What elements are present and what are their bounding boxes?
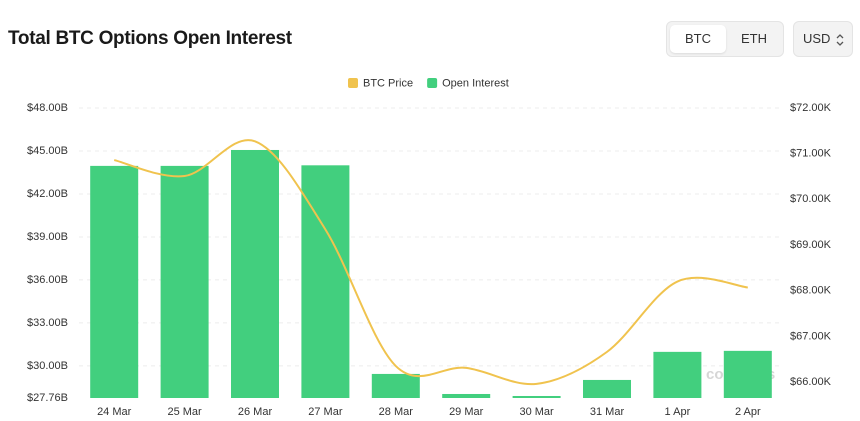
toggle-button[interactable]: ETH xyxy=(741,31,767,46)
legend-label: Open Interest xyxy=(442,77,509,89)
y2-tick-label: $72.00K xyxy=(790,102,832,114)
bar xyxy=(160,165,209,398)
y-tick-label: $33.00B xyxy=(27,317,68,329)
currency-select[interactable]: USD xyxy=(793,21,853,57)
bar xyxy=(231,149,279,398)
select-arrows xyxy=(836,34,844,46)
x-tick-label: 31 Mar xyxy=(590,406,625,418)
y-tick-label: $42.00B xyxy=(27,188,68,200)
bar xyxy=(512,395,561,398)
x-tick-label: 27 Mar xyxy=(308,406,343,418)
y2-tick-label: $71.00K xyxy=(790,148,832,160)
toggle-button[interactable]: BTC xyxy=(670,25,726,53)
y2-tick-label: $68.00K xyxy=(790,285,832,297)
bar xyxy=(442,393,491,398)
bar xyxy=(723,350,772,398)
coin-toggle: BTC ETH xyxy=(666,21,784,57)
y-tick-label: $27.76B xyxy=(27,392,68,404)
bar xyxy=(90,165,139,398)
legend-swatch xyxy=(348,78,358,88)
x-tick-label: 25 Mar xyxy=(167,406,202,418)
x-tick-label: 1 Apr xyxy=(665,406,691,418)
y-tick-label: $48.00B xyxy=(27,102,68,114)
x-tick-label: 28 Mar xyxy=(379,406,414,418)
y-tick-label: $45.00B xyxy=(27,145,68,157)
y-tick-label: $30.00B xyxy=(27,360,68,372)
bar xyxy=(371,373,420,398)
bar xyxy=(301,165,350,398)
x-tick-label: 29 Mar xyxy=(449,406,484,418)
y2-tick-label: $69.00K xyxy=(790,239,832,251)
y2-tick-label: $70.00K xyxy=(790,193,832,205)
legend-swatch xyxy=(427,78,438,88)
currency-label: USD xyxy=(803,31,831,46)
y2-tick-label: $66.00K xyxy=(790,376,832,388)
price-line xyxy=(113,139,748,386)
y2-tick-label: $67.00K xyxy=(790,330,832,342)
x-tick-label: 2 Apr xyxy=(735,406,761,418)
page-title: Total BTC Options Open Interest xyxy=(8,28,292,49)
y-tick-label: $39.00B xyxy=(27,231,68,243)
x-tick-label: 26 Mar xyxy=(238,406,273,418)
bar xyxy=(583,379,631,398)
x-tick-label: 30 Mar xyxy=(519,406,554,418)
y-tick-label: $36.00B xyxy=(27,274,68,286)
x-tick-label: 24 Mar xyxy=(97,406,132,418)
bar xyxy=(653,351,702,398)
legend-label: BTC Price xyxy=(363,77,413,89)
